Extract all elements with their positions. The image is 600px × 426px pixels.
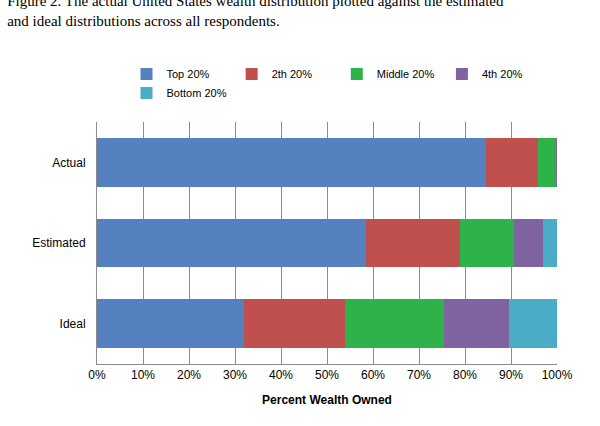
svg-text:Estimated: Estimated — [32, 236, 85, 250]
svg-text:90%: 90% — [499, 368, 523, 382]
svg-text:Bottom 20%: Bottom 20% — [167, 87, 227, 99]
svg-text:2th 20%: 2th 20% — [272, 68, 313, 80]
svg-text:0%: 0% — [88, 368, 106, 382]
svg-text:100%: 100% — [542, 368, 573, 382]
svg-text:Ideal: Ideal — [60, 317, 86, 331]
svg-text:70%: 70% — [407, 368, 431, 382]
svg-text:Top 20%: Top 20% — [167, 68, 210, 80]
svg-text:Actual: Actual — [52, 156, 85, 170]
svg-text:Figure 2. The actual United St: Figure 2. The actual United States wealt… — [7, 0, 504, 29]
svg-text:20%: 20% — [177, 368, 201, 382]
svg-text:10%: 10% — [131, 368, 155, 382]
svg-text:80%: 80% — [453, 368, 477, 382]
svg-text:4th 20%: 4th 20% — [482, 68, 523, 80]
svg-text:40%: 40% — [269, 368, 293, 382]
svg-text:50%: 50% — [315, 368, 339, 382]
svg-text:Percent Wealth Owned: Percent Wealth Owned — [262, 393, 392, 407]
svg-text:Middle 20%: Middle 20% — [377, 68, 435, 80]
svg-text:60%: 60% — [361, 368, 385, 382]
svg-text:30%: 30% — [223, 368, 247, 382]
